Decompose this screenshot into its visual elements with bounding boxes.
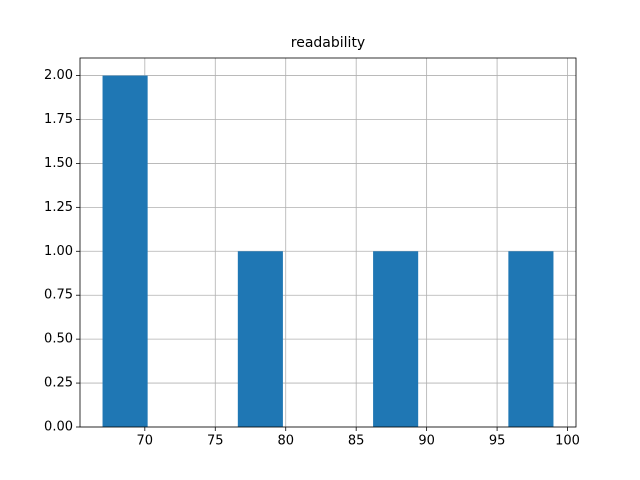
bar <box>508 251 554 427</box>
x-tick-label: 95 <box>489 434 506 449</box>
bar <box>373 251 419 427</box>
y-tick-label: 1.50 <box>44 156 73 171</box>
y-tick-label: 1.75 <box>44 112 73 127</box>
x-tick-label: 90 <box>418 434 435 449</box>
y-tick-label: 0.50 <box>44 332 73 347</box>
x-tick-label: 75 <box>207 434 224 449</box>
bar <box>102 75 148 428</box>
y-tick-label: 0.25 <box>44 376 73 391</box>
y-tick-label: 0.00 <box>44 420 73 435</box>
chart-title: readability <box>291 35 365 51</box>
y-tick-label: 1.25 <box>44 200 73 215</box>
bar <box>237 251 283 427</box>
x-tick-label: 80 <box>277 434 294 449</box>
y-tick-label: 2.00 <box>44 68 73 83</box>
plot-frame <box>79 57 577 428</box>
y-tick-label: 1.00 <box>44 244 73 259</box>
x-tick-label: 100 <box>555 434 580 449</box>
y-tick-label: 0.75 <box>44 288 73 303</box>
x-tick-label: 70 <box>137 434 154 449</box>
x-tick-label: 85 <box>348 434 365 449</box>
